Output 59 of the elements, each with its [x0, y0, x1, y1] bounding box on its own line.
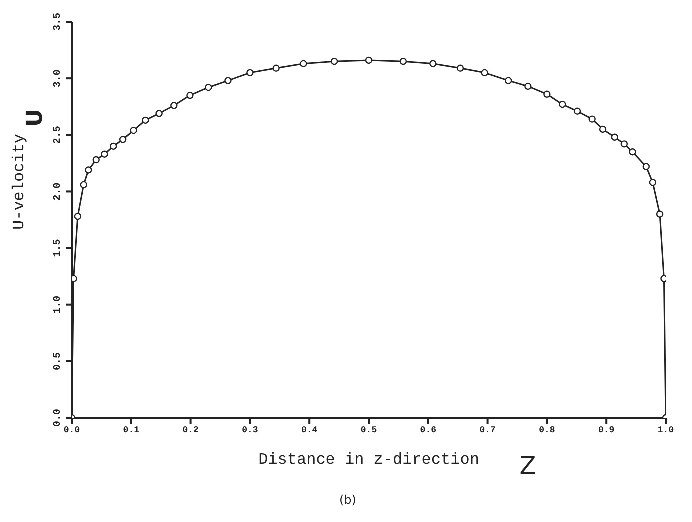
point — [186, 92, 194, 100]
point — [300, 60, 308, 68]
point — [170, 102, 178, 110]
y-tick-label: 3.5 — [53, 12, 64, 32]
point — [504, 77, 512, 84]
point — [85, 166, 92, 174]
point — [80, 181, 88, 189]
text: Z — [520, 452, 536, 480]
y-axis-title: U-velocity — [10, 134, 29, 230]
x-tick-label: 0.7 — [480, 425, 496, 436]
y-tick-label: 1.5 — [53, 239, 64, 258]
point — [74, 213, 82, 220]
point — [224, 77, 232, 84]
point — [649, 179, 657, 186]
text: U — [23, 109, 48, 127]
point — [101, 150, 108, 158]
point — [620, 140, 628, 148]
x-tick-label: 0.1 — [123, 425, 140, 436]
point — [119, 136, 127, 144]
x-tick-label: 0.6 — [420, 425, 436, 436]
point — [205, 84, 212, 92]
x-tick-label: 0.8 — [539, 425, 556, 436]
point — [629, 148, 636, 156]
point — [130, 127, 138, 134]
point — [365, 56, 373, 64]
x-tick-label: 1.0 — [658, 425, 674, 436]
point — [588, 116, 596, 123]
point — [456, 64, 464, 72]
point — [272, 64, 280, 72]
x-axis-title: Distance in z-direction — [258, 451, 480, 469]
y-tick-label: 2.5 — [53, 126, 64, 144]
point — [642, 163, 650, 170]
x-tick-label: 0.3 — [242, 425, 258, 436]
point — [330, 58, 338, 66]
point — [92, 156, 100, 164]
x-tick-label: 0.9 — [598, 425, 615, 436]
point — [599, 126, 607, 134]
point — [430, 60, 437, 68]
point — [400, 58, 408, 66]
point — [574, 108, 582, 115]
point — [544, 90, 551, 98]
y-tick-label: 1.0 — [53, 296, 64, 314]
point — [156, 110, 163, 118]
y-tick-label: 2.0 — [53, 182, 64, 201]
y-tick-label: 3.0 — [53, 70, 64, 88]
text: (b) — [340, 493, 356, 507]
x-tick-label: 0.0 — [64, 425, 80, 436]
point — [656, 210, 664, 218]
x-tick-label: 0.4 — [302, 425, 318, 436]
x-tick-label: 0.5 — [360, 425, 378, 436]
point — [246, 69, 254, 77]
point — [110, 142, 118, 150]
point — [481, 69, 488, 77]
y-tick-label: 0.5 — [53, 352, 64, 370]
x-tick-label: 0.2 — [182, 425, 199, 436]
point — [524, 82, 532, 90]
point — [559, 100, 566, 108]
point — [611, 134, 619, 142]
point — [142, 116, 150, 124]
